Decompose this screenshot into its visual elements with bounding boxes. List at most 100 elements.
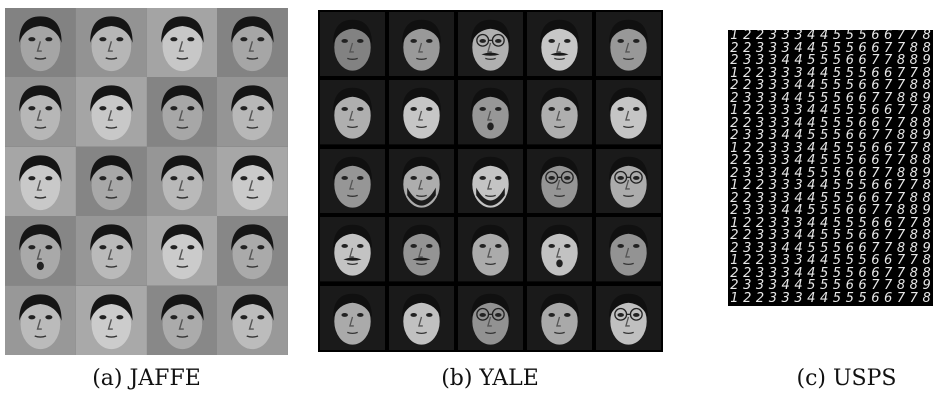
usps-digit: 7 bbox=[871, 203, 880, 218]
usps-digit: 3 bbox=[755, 228, 765, 243]
usps-digit: 6 bbox=[871, 190, 880, 206]
usps-digit: 6 bbox=[858, 240, 867, 256]
usps-digit: 6 bbox=[845, 90, 854, 106]
usps-digit: 5 bbox=[845, 40, 854, 56]
usps-digit: 8 bbox=[909, 278, 918, 293]
usps-digit: 2 bbox=[730, 78, 739, 93]
usps-digit: 8 bbox=[909, 165, 918, 181]
usps-digit: 8 bbox=[909, 115, 918, 131]
usps-digit: 7 bbox=[896, 78, 906, 93]
jaffe-face-image bbox=[146, 8, 218, 78]
usps-digit: 5 bbox=[832, 65, 842, 81]
usps-digit: 3 bbox=[781, 190, 790, 206]
jaffe-face-image bbox=[5, 285, 76, 355]
usps-digit: 5 bbox=[858, 103, 867, 118]
usps-digit: 3 bbox=[768, 40, 777, 56]
usps-digit: 3 bbox=[755, 153, 765, 168]
usps-digit: 6 bbox=[845, 165, 854, 181]
usps-digit: 7 bbox=[896, 40, 906, 56]
usps-digit: 2 bbox=[730, 228, 739, 243]
usps-digit: 2 bbox=[743, 65, 752, 81]
usps-digit: 3 bbox=[743, 203, 752, 218]
usps-digit: 2 bbox=[743, 115, 752, 131]
usps-digit: 2 bbox=[730, 190, 739, 206]
usps-digit: 2 bbox=[755, 30, 765, 43]
usps-digit: 7 bbox=[884, 203, 893, 218]
usps-digit: 5 bbox=[819, 40, 829, 56]
yale-face-image bbox=[320, 12, 385, 77]
usps-digit: 8 bbox=[922, 190, 931, 206]
usps-digit: 5 bbox=[858, 65, 867, 81]
usps-digit: 3 bbox=[743, 53, 752, 68]
usps-digit: 5 bbox=[807, 128, 816, 143]
usps-digit: 3 bbox=[755, 278, 765, 293]
usps-digit: 6 bbox=[871, 228, 880, 243]
jaffe-face-image bbox=[217, 216, 288, 286]
jaffe-face-image bbox=[5, 77, 76, 147]
usps-digit: 5 bbox=[832, 190, 842, 206]
usps-digit: 2 bbox=[730, 165, 739, 181]
usps-digit: 8 bbox=[909, 128, 918, 143]
usps-digit: 4 bbox=[819, 30, 829, 43]
usps-digit: 7 bbox=[896, 178, 906, 193]
usps-digit: 3 bbox=[743, 165, 752, 181]
usps-digit: 3 bbox=[768, 215, 777, 231]
usps-digit: 6 bbox=[858, 278, 867, 293]
usps-digit: 5 bbox=[845, 115, 854, 131]
usps-digit: 1 bbox=[730, 30, 739, 43]
usps-digit: 6 bbox=[858, 228, 867, 243]
usps-digit: 6 bbox=[858, 203, 867, 218]
usps-digit: 7 bbox=[884, 90, 893, 106]
yale-face-image bbox=[527, 148, 592, 214]
usps-digit: 6 bbox=[858, 165, 867, 181]
yale-face-image bbox=[320, 80, 385, 145]
usps-digit: 5 bbox=[832, 78, 842, 93]
usps-digit: 2 bbox=[730, 278, 739, 293]
usps-digit: 2 bbox=[730, 53, 739, 68]
usps-digit: 5 bbox=[832, 203, 842, 218]
yale-face-image bbox=[389, 148, 454, 214]
usps-digit: 3 bbox=[768, 228, 777, 243]
usps-digit: 4 bbox=[794, 53, 803, 68]
usps-digit: 4 bbox=[794, 115, 803, 131]
usps-digit: 6 bbox=[858, 40, 867, 56]
usps-digit: 5 bbox=[819, 53, 829, 68]
usps-digit: 3 bbox=[781, 65, 790, 81]
usps-digit: 9 bbox=[922, 240, 931, 256]
usps-digit: 5 bbox=[845, 153, 854, 168]
usps-digit: 5 bbox=[832, 53, 842, 68]
yale-face-image bbox=[458, 217, 523, 282]
usps-digit: 3 bbox=[755, 165, 765, 181]
usps-digit: 4 bbox=[781, 53, 790, 68]
yale-face-image bbox=[389, 217, 454, 282]
usps-digit: 6 bbox=[845, 53, 854, 68]
usps-digit: 4 bbox=[807, 115, 816, 131]
usps-digit: 4 bbox=[807, 178, 816, 193]
usps-digit: 6 bbox=[871, 78, 880, 93]
usps-digit: 5 bbox=[832, 265, 842, 281]
usps-digit: 5 bbox=[832, 115, 842, 131]
usps-digit: 4 bbox=[807, 78, 816, 93]
yale-face-image bbox=[527, 12, 592, 77]
usps-digit: 2 bbox=[755, 253, 765, 268]
usps-digit: 9 bbox=[922, 203, 931, 218]
usps-digit: 5 bbox=[845, 30, 854, 43]
usps-digit: 5 bbox=[845, 265, 854, 281]
jaffe-face-image bbox=[146, 285, 218, 355]
usps-digit: 7 bbox=[884, 228, 893, 243]
yale-face-image bbox=[320, 217, 385, 282]
usps-digit: 6 bbox=[858, 265, 867, 281]
usps-digit: 5 bbox=[832, 290, 842, 306]
usps-digit: 2 bbox=[743, 78, 752, 93]
usps-digit: 8 bbox=[909, 203, 918, 218]
jaffe-face-image bbox=[75, 146, 147, 217]
usps-digit: 7 bbox=[884, 265, 893, 281]
usps-digit: 7 bbox=[909, 30, 918, 43]
usps-digit: 8 bbox=[909, 153, 918, 168]
usps-digit: 3 bbox=[794, 178, 803, 193]
usps-digit: 7 bbox=[896, 140, 906, 156]
